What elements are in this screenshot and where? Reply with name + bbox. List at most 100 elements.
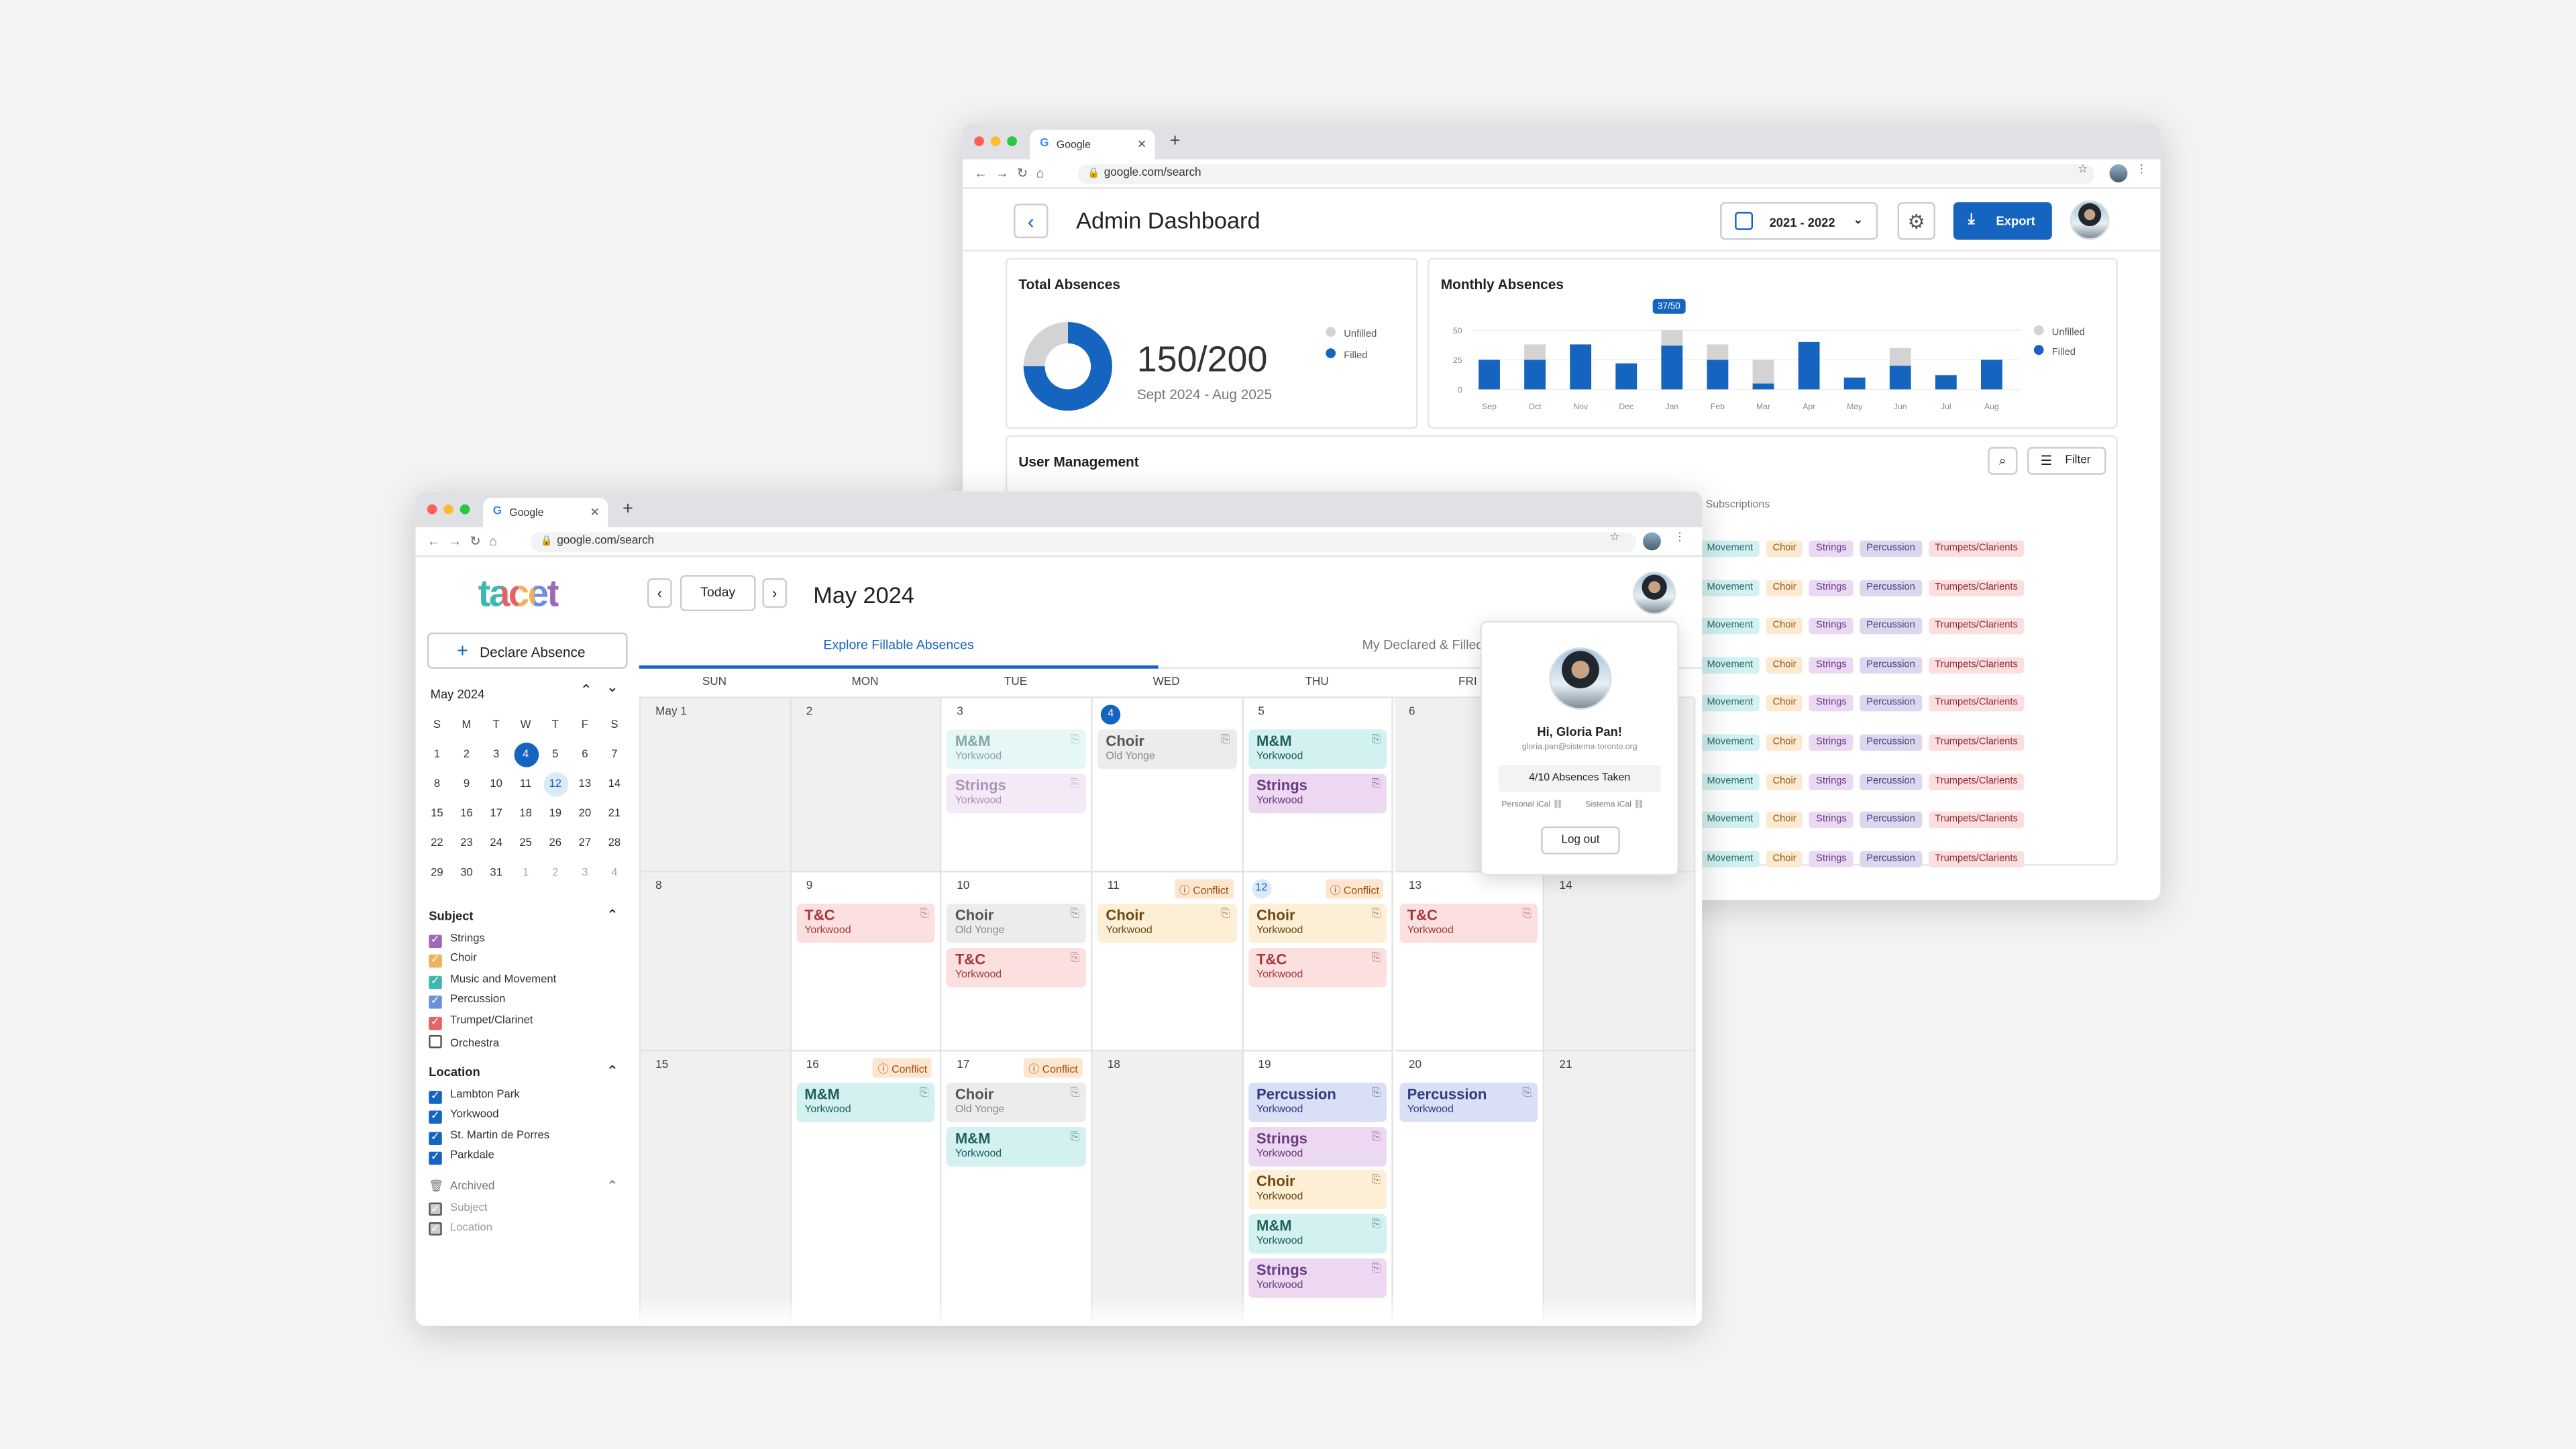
browser-menu-icon[interactable]: ⋮ bbox=[1674, 532, 1686, 544]
browser-profile-avatar[interactable] bbox=[1643, 532, 1661, 551]
user-avatar[interactable] bbox=[1633, 572, 1676, 614]
mini-day[interactable]: 10 bbox=[490, 777, 502, 790]
mini-day[interactable]: 31 bbox=[490, 866, 502, 878]
mini-day[interactable]: 12 bbox=[541, 769, 570, 798]
filter-checkbox-row[interactable]: ✓ Yorkwood bbox=[429, 1110, 549, 1130]
day-cell[interactable]: 10 Choir Old Yonge ⎘ T&C Yorkwood ⎘ bbox=[942, 872, 1093, 1052]
day-cell[interactable]: 20 Percussion Yorkwood ⎘ bbox=[1393, 1051, 1545, 1326]
declare-absence-button[interactable]: + Declare Absence bbox=[427, 632, 628, 669]
checkbox[interactable]: ✓ bbox=[429, 1202, 442, 1216]
day-cell[interactable]: 19 Percussion Yorkwood ⎘ Strings Yorkwood ⎘ Cho… bbox=[1243, 1051, 1394, 1326]
day-cell[interactable]: 15 bbox=[641, 1051, 792, 1326]
next-month-button[interactable]: › bbox=[762, 578, 788, 608]
bar-filled-nov[interactable] bbox=[1570, 344, 1592, 390]
browser-tab[interactable]: G Google ✕ bbox=[1030, 129, 1155, 160]
absence-event[interactable]: Strings Yorkwood ⎘ bbox=[1248, 773, 1388, 813]
mini-day[interactable]: 29 bbox=[431, 866, 443, 878]
chevron-down-icon[interactable]: ⌄ bbox=[606, 678, 619, 695]
mini-day[interactable]: 3 bbox=[492, 748, 500, 760]
absence-event[interactable]: M&M Yorkwood ⎘ bbox=[947, 729, 1086, 769]
checkbox[interactable]: ✓ bbox=[429, 996, 442, 1010]
mini-day[interactable]: 1 bbox=[433, 748, 441, 760]
search-button[interactable]: ⌕ bbox=[1988, 447, 2018, 475]
mini-day[interactable]: 15 bbox=[431, 807, 443, 819]
today-button[interactable]: Today bbox=[680, 575, 756, 612]
absence-event[interactable]: Percussion Yorkwood ⎘ bbox=[1399, 1082, 1538, 1122]
chevron-up-icon[interactable]: ⌃ bbox=[606, 1177, 619, 1195]
bar-filled-may[interactable] bbox=[1843, 377, 1866, 390]
bar-filled-aug[interactable] bbox=[1981, 360, 2002, 390]
prev-month-button[interactable]: ‹ bbox=[647, 578, 672, 608]
user-row[interactable]: Movement Choir Strings Percussion Trumpets/C… bbox=[1700, 800, 2119, 839]
mini-day[interactable]: 9 bbox=[463, 777, 470, 790]
absence-event[interactable]: Strings Yorkwood ⎘ bbox=[1248, 1126, 1388, 1167]
filter-checkbox-row[interactable]: ✓ Trumpet/Clarinet bbox=[429, 1014, 556, 1034]
filter-checkbox-row[interactable]: ✓ St. Martin de Porres bbox=[429, 1130, 549, 1150]
mini-day[interactable]: 30 bbox=[460, 866, 473, 878]
bar-unfilled-jun[interactable] bbox=[1889, 347, 1911, 366]
bar-filled-mar[interactable] bbox=[1752, 383, 1774, 390]
absence-event[interactable]: M&M Yorkwood ⎘ bbox=[1248, 729, 1388, 769]
bar-filled-jun[interactable] bbox=[1889, 366, 1911, 390]
absence-event[interactable]: Choir Yorkwood ⎘ bbox=[1248, 903, 1388, 943]
filter-checkbox-row[interactable]: ✓ Choir bbox=[429, 953, 556, 973]
bar-unfilled-mar[interactable] bbox=[1752, 360, 1774, 384]
filter-checkbox-row[interactable]: ✓ Location bbox=[429, 1223, 492, 1243]
filter-checkbox-row[interactable]: Orchestra bbox=[429, 1034, 556, 1055]
chevron-up-icon[interactable]: ⌃ bbox=[580, 682, 592, 698]
mini-day[interactable]: 22 bbox=[431, 837, 443, 849]
mini-day[interactable]: 4 bbox=[611, 866, 618, 878]
day-cell[interactable]: 4 Choir Old Yonge ⎘ bbox=[1092, 698, 1244, 873]
year-select[interactable]: 2021 - 2022 ⌄ bbox=[1720, 202, 1878, 240]
checkbox[interactable]: ✓ bbox=[429, 1016, 442, 1030]
filter-checkbox-row[interactable]: ✓ Percussion bbox=[429, 994, 556, 1014]
day-cell[interactable]: May 1 bbox=[641, 698, 792, 873]
checkbox[interactable]: ✓ bbox=[429, 975, 442, 989]
mini-day[interactable]: 24 bbox=[490, 837, 502, 849]
day-cell[interactable]: 18 bbox=[1092, 1051, 1244, 1326]
absence-event[interactable]: Strings Yorkwood ⎘ bbox=[1248, 1258, 1388, 1298]
day-cell[interactable]: 8 bbox=[641, 872, 792, 1052]
user-avatar[interactable] bbox=[2070, 200, 2110, 240]
absence-event[interactable]: Percussion Yorkwood ⎘ bbox=[1248, 1082, 1388, 1122]
filter-checkbox-row[interactable]: ✓ Strings bbox=[429, 933, 556, 953]
mini-day[interactable]: 28 bbox=[608, 837, 621, 849]
bar-filled-feb[interactable] bbox=[1707, 360, 1729, 390]
mini-day[interactable]: 17 bbox=[490, 807, 502, 819]
bar-filled-jan[interactable] bbox=[1661, 345, 1683, 390]
bar-filled-apr[interactable] bbox=[1798, 341, 1820, 390]
back-button[interactable]: ‹ bbox=[1014, 203, 1049, 239]
day-cell[interactable]: 14 bbox=[1544, 872, 1696, 1052]
checkbox[interactable]: ✓ bbox=[429, 955, 442, 969]
day-cell[interactable]: 2 bbox=[791, 698, 943, 873]
logout-button[interactable]: Log out bbox=[1541, 826, 1620, 855]
absence-event[interactable]: Strings Yorkwood ⎘ bbox=[947, 773, 1086, 813]
filter-checkbox-row[interactable]: ✓ Lambton Park bbox=[429, 1089, 549, 1110]
filter-checkbox-row[interactable]: ✓ Subject bbox=[429, 1202, 492, 1223]
absence-event[interactable]: Choir Yorkwood ⎘ bbox=[1248, 1170, 1388, 1210]
day-cell[interactable]: 13 T&C Yorkwood ⎘ bbox=[1393, 872, 1545, 1052]
mini-day[interactable]: 4 bbox=[511, 739, 541, 769]
day-cell[interactable]: 12 ⓘ Conflict Choir Yorkwood ⎘ T&C Yorkwood ⎘ bbox=[1243, 872, 1394, 1052]
checkbox[interactable] bbox=[429, 1034, 442, 1049]
browser-tab[interactable]: G Google ✕ bbox=[483, 498, 608, 528]
tab-my-declared[interactable]: My Declared & Filled Al bbox=[1158, 629, 1703, 669]
new-tab-icon[interactable]: + bbox=[623, 499, 633, 519]
day-cell[interactable]: 17 ⓘ Conflict Choir Old Yonge ⎘ M&M Yorkwood ⎘ bbox=[942, 1051, 1093, 1326]
checkbox[interactable]: ✓ bbox=[429, 1091, 442, 1104]
mini-day[interactable]: 1 bbox=[523, 866, 529, 878]
url-field[interactable]: 🔒 google.com/search bbox=[1077, 164, 2095, 184]
mini-day[interactable]: 21 bbox=[608, 807, 621, 819]
mini-day[interactable]: 6 bbox=[582, 748, 588, 760]
mini-day[interactable]: 19 bbox=[549, 807, 562, 819]
absence-event[interactable]: M&M Yorkwood ⎘ bbox=[1248, 1214, 1388, 1254]
mini-day[interactable]: 2 bbox=[552, 866, 559, 878]
day-cell[interactable]: 21 bbox=[1544, 1051, 1696, 1326]
bar-filled-jul[interactable] bbox=[1935, 375, 1957, 390]
bar-filled-oct[interactable] bbox=[1524, 360, 1546, 390]
export-button[interactable]: ⤓ Export bbox=[1953, 202, 2052, 240]
mini-day[interactable]: 23 bbox=[460, 837, 473, 849]
user-row[interactable]: Movement Choir Strings Percussion Trumpets/C… bbox=[1700, 606, 2119, 645]
filter-checkbox-row[interactable]: ✓ Parkdale bbox=[429, 1150, 549, 1171]
bar-filled-sep[interactable] bbox=[1479, 360, 1500, 390]
